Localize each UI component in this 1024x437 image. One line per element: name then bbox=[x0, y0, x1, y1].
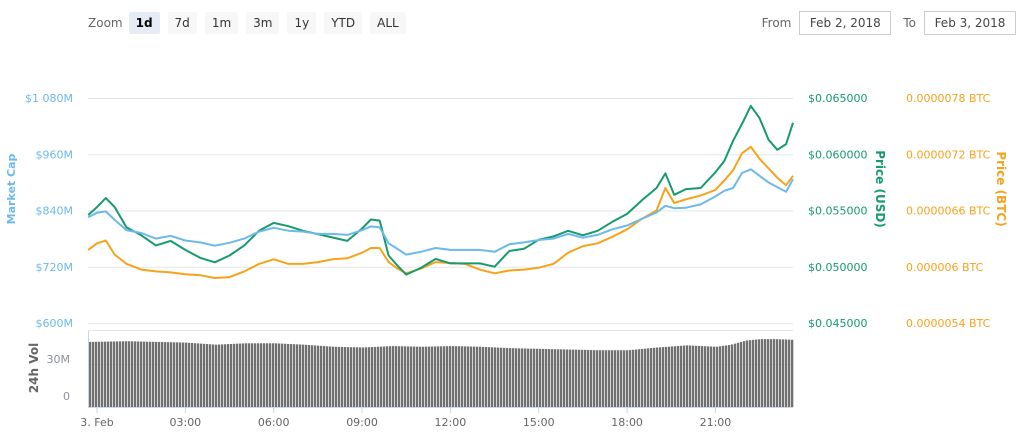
svg-text:$840M: $840M bbox=[36, 205, 74, 218]
market-cap-axis-title: Market Cap bbox=[5, 154, 18, 225]
volume-bars bbox=[88, 330, 794, 408]
zoom-button-ytd[interactable]: YTD bbox=[324, 12, 363, 34]
svg-text:15:00: 15:00 bbox=[523, 416, 555, 429]
svg-text:$960M: $960M bbox=[36, 148, 74, 161]
price-btc-axis-title: Price (BTC) bbox=[994, 151, 1008, 226]
svg-text:12:00: 12:00 bbox=[435, 416, 467, 429]
price-usd-axis: $0.065000 $0.060000 $0.055000 $0.050000 $0.0… bbox=[808, 92, 868, 330]
from-label: From bbox=[761, 16, 792, 30]
svg-text:18:00: 18:00 bbox=[611, 416, 643, 429]
zoom-button-1y[interactable]: 1y bbox=[287, 12, 317, 34]
svg-text:0: 0 bbox=[63, 390, 70, 403]
svg-text:0.0000072 BTC: 0.0000072 BTC bbox=[906, 148, 991, 161]
svg-text:0.0000054 BTC: 0.0000054 BTC bbox=[906, 317, 991, 330]
svg-text:$0.050000: $0.050000 bbox=[808, 261, 868, 274]
to-date-input[interactable]: Feb 3, 2018 bbox=[924, 11, 1016, 35]
svg-text:0.0000066 BTC: 0.0000066 BTC bbox=[906, 205, 991, 218]
svg-text:$1 080M: $1 080M bbox=[25, 92, 73, 105]
time-axis: 3. Feb 03:00 06:00 09:00 12:00 15:00 18:00 21:0… bbox=[80, 407, 731, 429]
svg-text:$0.045000: $0.045000 bbox=[808, 317, 868, 330]
zoom-button-1d[interactable]: 1d bbox=[128, 12, 160, 34]
date-range: From Feb 2, 2018 To Feb 3, 2018 bbox=[762, 11, 1024, 35]
grid-lines bbox=[88, 98, 793, 324]
svg-text:03:00: 03:00 bbox=[169, 416, 201, 429]
zoom-label: Zoom bbox=[88, 16, 123, 30]
price-usd-axis-title: Price (USD) bbox=[873, 150, 887, 228]
zoom-button-7d[interactable]: 7d bbox=[167, 12, 197, 34]
volume-axis-title: 24h Vol bbox=[27, 343, 41, 393]
volume-axis: 30M 0 bbox=[47, 353, 71, 403]
price-lines bbox=[87, 104, 794, 279]
zoom-toolbar: Zoom 1d 7d 1m 3m 1y YTD ALL bbox=[88, 11, 414, 35]
svg-text:21:00: 21:00 bbox=[700, 416, 732, 429]
zoom-button-3m[interactable]: 3m bbox=[246, 12, 280, 34]
price-btc-axis: 0.0000078 BTC 0.0000072 BTC 0.0000066 BTC 0… bbox=[906, 92, 991, 330]
to-label: To bbox=[903, 16, 916, 30]
market-cap-axis: $1 080M $960M $840M $720M $600M bbox=[25, 92, 73, 330]
zoom-button-1m[interactable]: 1m bbox=[204, 12, 239, 34]
svg-text:3. Feb: 3. Feb bbox=[80, 416, 113, 429]
zoom-button-all[interactable]: ALL bbox=[370, 12, 406, 34]
svg-text:$0.065000: $0.065000 bbox=[808, 92, 868, 105]
svg-text:$600M: $600M bbox=[36, 317, 74, 330]
from-date-input[interactable]: Feb 2, 2018 bbox=[799, 11, 892, 35]
svg-text:$0.060000: $0.060000 bbox=[808, 148, 868, 161]
svg-text:0.0000078 BTC: 0.0000078 BTC bbox=[906, 92, 991, 105]
svg-text:$720M: $720M bbox=[36, 261, 74, 274]
svg-text:$0.055000: $0.055000 bbox=[808, 205, 868, 218]
svg-text:0.000006 BTC: 0.000006 BTC bbox=[906, 261, 984, 274]
svg-text:09:00: 09:00 bbox=[346, 416, 378, 429]
svg-text:30M: 30M bbox=[47, 353, 71, 366]
svg-text:06:00: 06:00 bbox=[258, 416, 290, 429]
